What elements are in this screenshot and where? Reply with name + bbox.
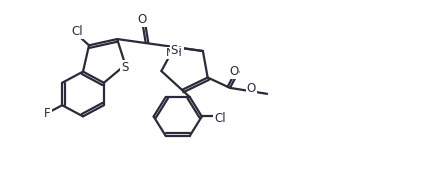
Text: F: F <box>44 107 51 120</box>
Text: O: O <box>137 13 146 26</box>
Text: S: S <box>121 61 128 74</box>
Text: O: O <box>229 65 238 78</box>
Text: O: O <box>247 82 256 95</box>
Text: S: S <box>170 44 178 57</box>
Text: NH: NH <box>166 48 183 58</box>
Text: Cl: Cl <box>214 112 226 125</box>
Text: Cl: Cl <box>71 25 83 38</box>
